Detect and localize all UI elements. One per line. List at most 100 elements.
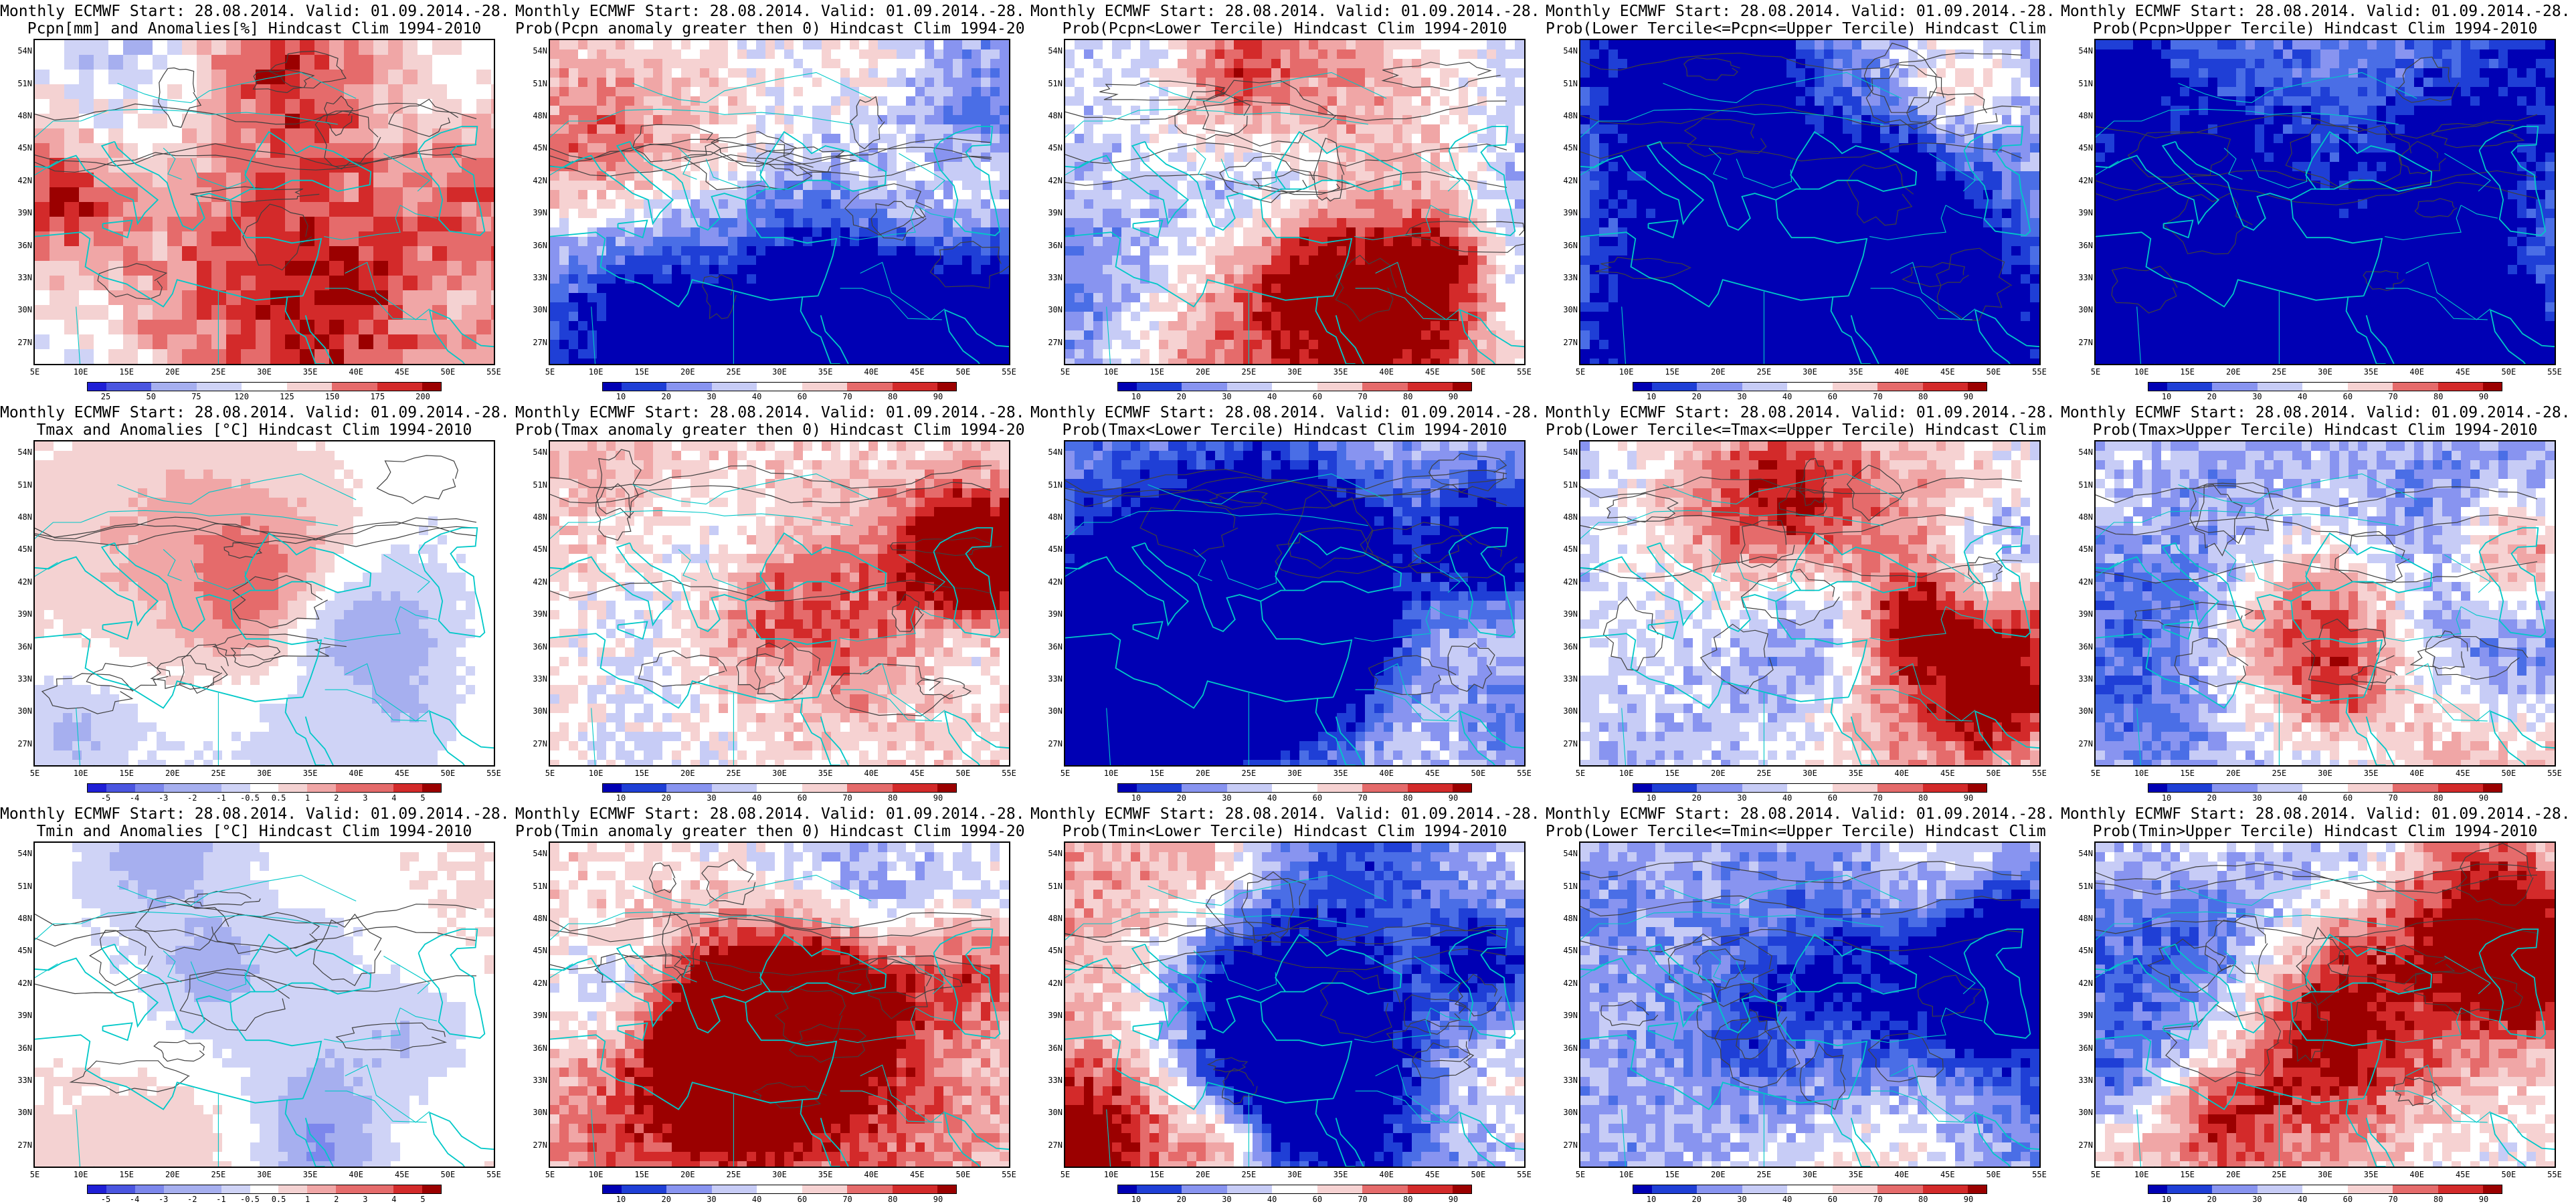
map-cell: [1477, 68, 1487, 78]
map-cell: [1487, 59, 1497, 69]
map-cell: [1384, 181, 1394, 191]
map-cell: [1309, 227, 1319, 237]
forecast-map-panel: Monthly ECMWF Start: 28.08.2014. Valid: …: [1546, 0, 2054, 401]
map-cell: [775, 321, 785, 331]
map-cell: [1861, 87, 1871, 97]
map-cell: [1075, 106, 1085, 116]
map-cell: [784, 349, 794, 359]
map-cell: [1946, 106, 1956, 116]
map-cell: [1234, 312, 1244, 322]
map-cell: [1178, 302, 1188, 312]
map-cell: [1065, 106, 1075, 116]
country-border: [1147, 72, 1387, 104]
map-cell: [476, 349, 492, 364]
map-cell: [953, 227, 963, 237]
map-cell: [1224, 293, 1234, 303]
map-cell: [906, 134, 916, 144]
map-cell: [1590, 153, 1600, 163]
map-cell: [1440, 153, 1450, 163]
map-cell: [1337, 302, 1347, 312]
map-cell: [1103, 78, 1113, 88]
map-cell: [775, 359, 785, 364]
map-cell: [784, 209, 794, 219]
lat-tick-label: 54N: [12, 46, 32, 56]
map-cell: [747, 96, 757, 106]
map-cell: [925, 284, 935, 294]
map-cell: [1946, 59, 1956, 69]
map-cell: [1140, 59, 1150, 69]
map-cell: [794, 218, 804, 228]
map-cell: [850, 190, 860, 200]
map-cell: [728, 293, 738, 303]
map-cell: [1356, 274, 1366, 284]
map-cell: [1374, 284, 1384, 294]
map-cell: [1880, 143, 1890, 153]
map-cell: [1103, 359, 1113, 364]
map-cell: [765, 312, 775, 322]
map-cell: [897, 68, 907, 78]
map-cell: [1440, 330, 1450, 340]
panel-title-line2: Prob(Lower Tercile<=Pcpn<=Upper Tercile)…: [1546, 20, 2054, 37]
map-cell: [672, 78, 682, 88]
map-cell: [1187, 96, 1197, 106]
map-cell: [1599, 143, 1609, 153]
colorbar-swatch: [802, 383, 848, 391]
map-cell: [1702, 124, 1712, 134]
country-border: [705, 159, 762, 189]
map-cell: [1608, 143, 1619, 153]
map-cell: [1421, 78, 1431, 88]
contour-line: [1381, 62, 1501, 92]
map-cell: [1637, 143, 1647, 153]
map-cell: [138, 231, 153, 247]
map-cell: [850, 265, 860, 275]
map-cell: [1215, 265, 1225, 275]
map-cell: [1327, 359, 1338, 364]
map-cell: [1121, 293, 1131, 303]
map-cell: [476, 173, 492, 188]
map-cell: [1861, 124, 1871, 134]
map-cell: [1431, 96, 1441, 106]
map-cell: [1505, 274, 1515, 284]
map-cell: [756, 284, 766, 294]
map-cell: [1093, 293, 1103, 303]
map-cell: [108, 99, 124, 114]
map-cell: [756, 246, 766, 256]
map-cell: [1515, 49, 1524, 60]
map-cell: [270, 305, 286, 320]
map-cell: [1487, 124, 1497, 134]
lat-tick-label: 30N: [1042, 305, 1063, 314]
map-cell: [1000, 190, 1009, 200]
map-cell: [1608, 68, 1619, 78]
map-cell: [606, 68, 616, 78]
map-cell: [1187, 40, 1197, 50]
coastlines-borders: [1065, 72, 1524, 364]
map-cell: [35, 246, 50, 262]
map-cell: [211, 349, 227, 364]
map-cell: [906, 237, 916, 247]
map-cell: [700, 293, 710, 303]
map-cell: [1075, 49, 1085, 60]
map-cell: [64, 320, 80, 335]
map-cell: [587, 274, 597, 284]
map-cell: [662, 143, 672, 153]
map-cell: [1721, 153, 1731, 163]
map-cell: [934, 115, 944, 125]
map-cell: [1065, 302, 1075, 312]
map-cell: [1131, 59, 1141, 69]
map-cell: [1721, 124, 1731, 134]
map-cell: [943, 256, 953, 266]
map-cell: [1655, 49, 1665, 60]
map-cell: [653, 181, 663, 191]
colorbar-swatch: [196, 383, 242, 391]
map-cell: [1178, 143, 1188, 153]
map-cell: [934, 340, 944, 350]
colorbar-label: 20: [653, 392, 680, 401]
colorbar-label: 125: [274, 392, 300, 401]
map-cell: [625, 115, 635, 125]
map-cell: [981, 302, 991, 312]
map-cell: [1431, 293, 1441, 303]
map-cell: [329, 349, 345, 364]
map-cell: [1356, 49, 1366, 60]
lat-tick-label: 51N: [12, 79, 32, 88]
map-cell: [728, 68, 738, 78]
